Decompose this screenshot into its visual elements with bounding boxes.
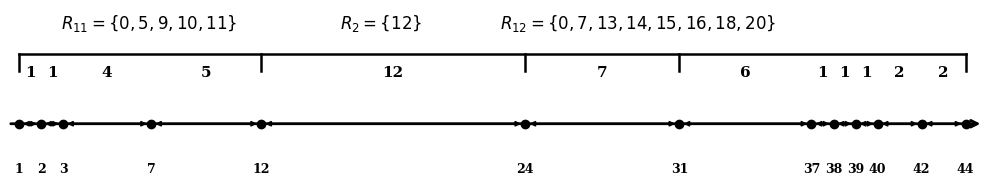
Text: 2: 2 <box>894 66 905 80</box>
Text: 12: 12 <box>252 163 270 176</box>
Text: 4: 4 <box>102 66 112 80</box>
Text: 2: 2 <box>37 163 45 176</box>
Text: 44: 44 <box>957 163 974 176</box>
Text: 1: 1 <box>15 163 23 176</box>
Text: 1: 1 <box>47 66 57 80</box>
Text: 38: 38 <box>825 163 842 176</box>
Text: 42: 42 <box>913 163 930 176</box>
Text: 39: 39 <box>847 163 864 176</box>
Text: 31: 31 <box>671 163 688 176</box>
Text: 7: 7 <box>147 163 155 176</box>
Text: $R_2 = \{12\}$: $R_2 = \{12\}$ <box>340 13 423 34</box>
Text: 6: 6 <box>740 66 751 80</box>
Text: 12: 12 <box>383 66 404 80</box>
Text: 3: 3 <box>59 163 67 176</box>
Text: 2: 2 <box>938 66 949 80</box>
Text: 1: 1 <box>861 66 872 80</box>
Text: 24: 24 <box>517 163 534 176</box>
Text: 1: 1 <box>25 66 35 80</box>
Text: 37: 37 <box>803 163 820 176</box>
Text: $R_{12} = \{0,7,13,14,15,16,18,20\}$: $R_{12} = \{0,7,13,14,15,16,18,20\}$ <box>500 13 776 34</box>
Text: 40: 40 <box>869 163 886 176</box>
Text: 1: 1 <box>839 66 850 80</box>
Text: 1: 1 <box>817 66 828 80</box>
Text: 5: 5 <box>201 66 211 80</box>
Text: $R_{11} = \{0,5,9,10,11\}$: $R_{11} = \{0,5,9,10,11\}$ <box>61 13 238 34</box>
Text: 7: 7 <box>597 66 608 80</box>
